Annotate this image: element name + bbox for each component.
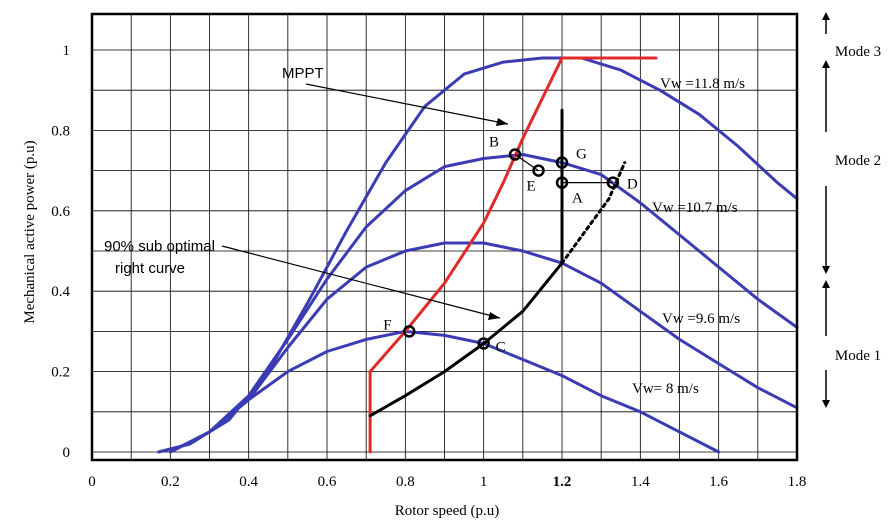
mode3-label: Mode 3: [835, 44, 881, 60]
mode1-label: Mode 1: [835, 348, 881, 364]
point-label-C: C: [496, 339, 506, 355]
mppt-arrow-line: [305, 83, 509, 125]
series-label-10-7: Vw =10.7 m/s: [652, 200, 738, 216]
y-axis-label: Mechanical active power (p.u): [22, 140, 38, 323]
point-G: [555, 156, 569, 169]
y-tick-label: 0.2: [51, 365, 70, 381]
series-labels: Vw =11.8 m/s Vw =10.7 m/s Vw =9.6 m/s Vw…: [632, 76, 745, 397]
point-E: [532, 164, 545, 177]
x-tick-label: 1: [480, 474, 488, 490]
mode1-arrow-up-head: [822, 280, 830, 288]
y-tick-label: 0.6: [51, 204, 70, 220]
x-tick-label: 1.6: [709, 474, 728, 490]
point-B: [508, 148, 522, 161]
points-layer: B E G A D F C: [383, 135, 638, 356]
series-line-0: [157, 56, 799, 454]
series-label-8: Vw= 8 m/s: [632, 381, 699, 397]
mppt-arrow-head: [496, 118, 508, 126]
suboptimal-arrow-line: [221, 245, 501, 319]
y-tick-label: 0: [63, 445, 71, 461]
axis-labels: Rotor speed (p.u) Mechanical active powe…: [22, 140, 499, 519]
y-tick-label: 0.4: [51, 284, 70, 300]
point-label-G: G: [576, 147, 587, 163]
point-label-E: E: [527, 179, 536, 195]
x-axis-label: Rotor speed (p.u): [395, 503, 500, 519]
x-tick-label: 0: [88, 474, 96, 490]
series-line-3: [168, 329, 721, 454]
x-tick-label: 1.2: [553, 474, 572, 490]
series-line-2: [168, 241, 799, 454]
mode2-arrow-up-head: [822, 60, 830, 68]
series-line-1: [168, 153, 799, 454]
x-tick-label: 0.4: [239, 474, 258, 490]
mode2-label: Mode 2: [835, 153, 881, 169]
suboptimal-annotation-line1: 90% sub optimal: [104, 238, 215, 255]
mppt-annotation: MPPT: [282, 65, 324, 82]
point-label-A: A: [572, 191, 583, 207]
series-line-4: [368, 56, 658, 454]
series-label-11-8: Vw =11.8 m/s: [660, 76, 745, 92]
series-label-9-6: Vw =9.6 m/s: [662, 311, 740, 327]
plot-frame: [90, 12, 799, 462]
x-tick-label: 1.4: [631, 474, 650, 490]
point-D: [606, 176, 620, 189]
x-tick-label: 0.8: [396, 474, 415, 490]
point-F: [403, 325, 416, 338]
annotations: MPPT 90% sub optimal right curve: [104, 65, 509, 320]
tick-labels: 0 0.2 0.4 0.6 0.8 1 1.2 1.4 1.6 1.8 0 0.2 0.4 0.6 0.8 1: [51, 43, 806, 490]
suboptimal-arrow-head: [488, 312, 500, 320]
point-label-B: B: [489, 135, 499, 151]
x-tick-label: 1.8: [788, 474, 807, 490]
mode-indicators: Mode 3 Mode 2 Mode 1: [822, 12, 881, 408]
point-C: [477, 337, 490, 350]
mode2-arrow-down-head: [822, 266, 830, 274]
y-tick-label: 0.8: [51, 123, 70, 139]
point-label-D: D: [627, 177, 638, 193]
x-tick-label: 0.6: [318, 474, 337, 490]
x-tick-label: 0.2: [161, 474, 180, 490]
point-A: [555, 176, 569, 189]
point-label-F: F: [383, 317, 391, 333]
mode1-arrow-down-head: [822, 400, 830, 408]
y-tick-label: 1: [63, 43, 71, 59]
suboptimal-annotation-line2: right curve: [115, 260, 185, 277]
mode3-arrow-head: [822, 12, 830, 20]
